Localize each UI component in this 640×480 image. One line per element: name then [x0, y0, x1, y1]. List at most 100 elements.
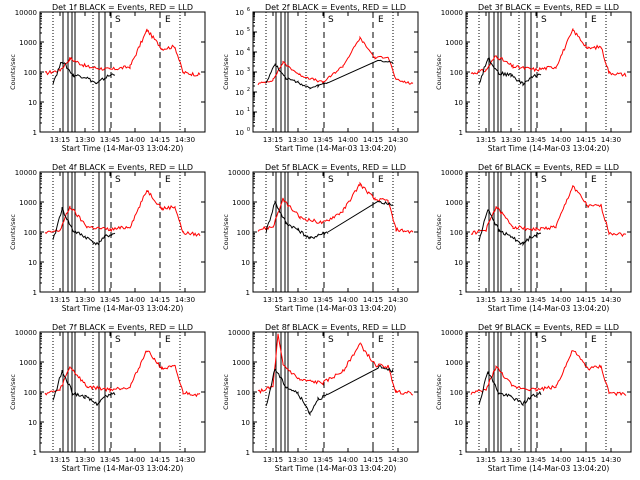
x-axis-label: Start Time (14-Mar-03 13:04:20) [488, 144, 610, 153]
attenuator-label-s: S [541, 15, 547, 25]
attenuator-label-e: E [591, 175, 597, 185]
x-tick-label: 14:30 [601, 296, 621, 304]
panel-title: Det 7f BLACK = Events, RED = LLD [52, 323, 193, 332]
panel-det-6: Det 6f BLACK = Events, RED = LLD 1 10 100 10… [435, 163, 632, 313]
x-tick-label: 13:15 [263, 296, 283, 304]
attenuator-label-s: S [541, 175, 547, 185]
events-series-line [52, 61, 116, 85]
x-axis-label: Start Time (14-Mar-03 13:04:20) [275, 464, 397, 473]
panel-title: Det 3f BLACK = Events, RED = LLD [478, 3, 619, 12]
x-tick-label: 14:00 [551, 296, 571, 304]
panel-title: Det 1f BLACK = Events, RED = LLD [52, 3, 193, 12]
events-series-line [265, 200, 394, 240]
panel-title: Det 4f BLACK = Events, RED = LLD [52, 163, 193, 172]
y-tick-label: 1000 [445, 39, 463, 47]
x-tick-label: 14:15 [363, 456, 383, 464]
x-axis-label: Start Time (14-Mar-03 13:04:20) [62, 144, 184, 153]
y-tick-label: 10 [235, 49, 244, 57]
x-tick-label: 13:30 [288, 456, 308, 464]
x-tick-label: 14:15 [363, 296, 383, 304]
y-tick-label: 1 [459, 289, 463, 297]
x-tick-label: 13:15 [263, 456, 283, 464]
y-tick-label: 10 [454, 259, 463, 267]
x-tick-label: 14:30 [175, 296, 195, 304]
y-axis-label: Counts/sec [222, 214, 230, 250]
x-tick-label: 13:15 [476, 456, 496, 464]
attenuator-label-e: E [591, 15, 597, 25]
y-tick-label: 10000 [441, 9, 463, 17]
events-series-line [265, 365, 394, 417]
x-tick-label: 13:30 [501, 296, 521, 304]
attenuator-label-s: S [328, 175, 334, 185]
y-tick-label: 1000 [445, 199, 463, 207]
x-tick-label: 14:00 [125, 456, 145, 464]
x-tick-label: 14:30 [601, 136, 621, 144]
x-tick-label: 14:15 [363, 136, 383, 144]
x-tick-label: 13:45 [313, 456, 333, 464]
y-tick-exponent: 6 [247, 7, 250, 13]
y-tick-exponent: 0 [247, 127, 250, 133]
events-series-line [478, 209, 542, 247]
y-tick-label: 100 [24, 229, 37, 237]
x-axis-label: Start Time (14-Mar-03 13:04:20) [275, 144, 397, 153]
panel-title: Det 8f BLACK = Events, RED = LLD [265, 323, 406, 332]
x-axis-label: Start Time (14-Mar-03 13:04:20) [488, 304, 610, 313]
y-tick-label: 1 [459, 449, 463, 457]
panel-title: Det 9f BLACK = Events, RED = LLD [478, 323, 619, 332]
x-tick-label: 14:00 [551, 136, 571, 144]
y-tick-label: 100 [237, 229, 250, 237]
y-axis-label: Counts/sec [9, 214, 17, 250]
x-tick-label: 13:30 [75, 456, 95, 464]
attenuator-label-s: S [115, 175, 121, 185]
x-tick-label: 14:30 [388, 296, 408, 304]
x-tick-label: 13:15 [50, 456, 70, 464]
panel-det-8: Det 8f BLACK = Events, RED = LLD 1 10 100 10… [222, 323, 419, 473]
x-tick-label: 14:30 [388, 136, 408, 144]
x-tick-label: 13:15 [263, 136, 283, 144]
y-tick-label: 10000 [228, 329, 250, 337]
y-tick-label: 10 [235, 29, 244, 37]
x-axis-label: Start Time (14-Mar-03 13:04:20) [275, 304, 397, 313]
attenuator-label-s: S [328, 335, 334, 345]
x-axis-label: Start Time (14-Mar-03 13:04:20) [488, 464, 610, 473]
y-tick-label: 1000 [19, 39, 37, 47]
panel-det-1: Det 1f BLACK = Events, RED = LLD 1 10 100 10… [9, 3, 206, 153]
lld-series-line [44, 350, 201, 398]
attenuator-label-e: E [378, 335, 384, 345]
x-tick-label: 14:15 [150, 296, 170, 304]
x-tick-label: 14:00 [338, 136, 358, 144]
y-tick-exponent: 2 [247, 87, 250, 93]
attenuator-label-s: S [541, 335, 547, 345]
panel-title: Det 5f BLACK = Events, RED = LLD [265, 163, 406, 172]
attenuator-label-e: E [378, 175, 384, 185]
attenuator-label-s: S [115, 15, 121, 25]
events-series-line [478, 57, 542, 87]
y-tick-label: 1 [33, 129, 37, 137]
panel-det-9: Det 9f BLACK = Events, RED = LLD 1 10 100 10… [435, 323, 632, 473]
y-tick-label: 1 [459, 129, 463, 137]
x-tick-label: 14:00 [125, 296, 145, 304]
attenuator-label-e: E [165, 15, 171, 25]
x-tick-label: 13:45 [100, 296, 120, 304]
y-tick-label: 10 [28, 259, 37, 267]
y-tick-label: 100 [450, 69, 463, 77]
y-axis-label: Counts/sec [9, 54, 17, 90]
y-tick-label: 10 [235, 129, 244, 137]
x-tick-label: 13:45 [526, 296, 546, 304]
attenuator-label-e: E [591, 335, 597, 345]
y-tick-label: 10000 [228, 169, 250, 177]
y-tick-label: 100 [450, 389, 463, 397]
y-tick-label: 1000 [232, 199, 250, 207]
x-tick-label: 13:45 [526, 456, 546, 464]
x-tick-label: 13:30 [75, 296, 95, 304]
lld-series-line [470, 185, 627, 238]
x-tick-label: 13:30 [501, 456, 521, 464]
x-tick-label: 14:30 [175, 456, 195, 464]
x-tick-label: 14:15 [576, 136, 596, 144]
y-tick-label: 10000 [441, 169, 463, 177]
x-tick-label: 14:00 [551, 456, 571, 464]
y-axis-label: Counts/sec [435, 214, 443, 250]
x-tick-label: 13:15 [50, 296, 70, 304]
x-tick-label: 14:00 [338, 296, 358, 304]
